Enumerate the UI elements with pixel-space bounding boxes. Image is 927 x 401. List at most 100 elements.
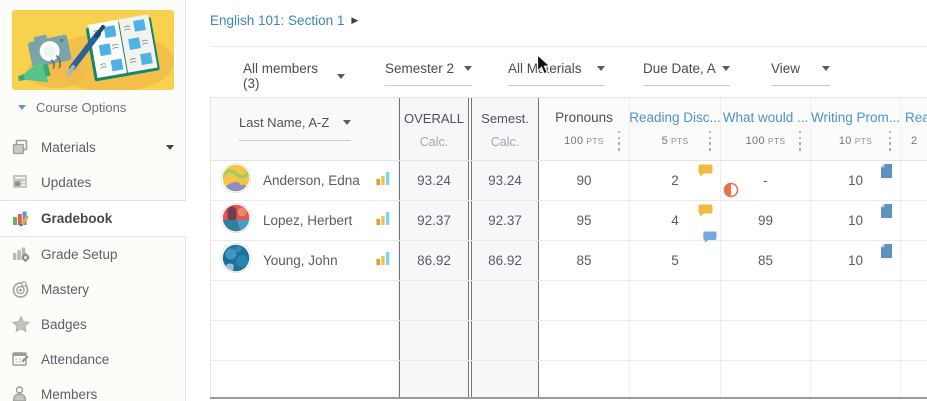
table-row-empty bbox=[211, 281, 927, 321]
comment-icon-blue[interactable] bbox=[703, 231, 717, 246]
sidebar-item-grade-setup[interactable]: Grade Setup bbox=[0, 237, 186, 272]
avatar bbox=[220, 162, 252, 198]
mastery-icon bbox=[12, 281, 31, 298]
assignment-title-link[interactable]: Writing Prom... bbox=[811, 110, 901, 125]
semester-grade-cell[interactable]: 93.24 bbox=[471, 161, 539, 200]
breadcrumb-course-link[interactable]: English 101: Section 1 bbox=[210, 13, 345, 28]
semester-grade-cell[interactable] bbox=[471, 281, 539, 320]
assignment-title-link[interactable]: What would ... bbox=[722, 110, 809, 125]
filter-grading-period[interactable]: Semester 2 bbox=[385, 61, 472, 86]
chevron-down-icon bbox=[464, 66, 472, 71]
grade-cell[interactable] bbox=[901, 281, 927, 320]
sidebar-item-attendance[interactable]: Attendance bbox=[0, 342, 186, 377]
grade-cell[interactable]: 85 bbox=[721, 241, 811, 280]
grade-cell[interactable] bbox=[901, 321, 927, 360]
gradebook-icon bbox=[12, 210, 31, 227]
filter-materials[interactable]: All Materials bbox=[508, 61, 605, 86]
student-stats-icon[interactable] bbox=[376, 171, 390, 190]
grade-cell[interactable]: - bbox=[721, 161, 811, 200]
chevron-down-icon bbox=[343, 120, 352, 125]
overall-grade-cell[interactable] bbox=[399, 281, 469, 320]
grade-cell[interactable] bbox=[721, 361, 811, 397]
grade-cell[interactable]: 10 bbox=[811, 241, 901, 280]
overall-grade-cell[interactable] bbox=[399, 361, 469, 397]
sidebar-item-materials[interactable]: Materials bbox=[0, 130, 186, 165]
overall-grade-cell[interactable]: 92.37 bbox=[399, 201, 469, 240]
document-icon[interactable] bbox=[881, 244, 892, 261]
semester-grade-cell[interactable] bbox=[471, 361, 539, 397]
grade-cell[interactable] bbox=[901, 201, 927, 240]
student-cell: Lopez, Herbert bbox=[211, 201, 399, 240]
overall-grade-cell[interactable] bbox=[399, 321, 469, 360]
column-menu-icon[interactable] bbox=[617, 129, 620, 153]
sidebar-item-label: Members bbox=[41, 387, 98, 401]
table-row-empty bbox=[211, 361, 927, 397]
table-bottom-border bbox=[210, 397, 927, 399]
semester-grade-cell[interactable]: 92.37 bbox=[471, 201, 539, 240]
column-menu-icon[interactable] bbox=[798, 129, 801, 153]
column-menu-icon[interactable] bbox=[888, 129, 891, 153]
grade-cell[interactable] bbox=[901, 361, 927, 397]
grade-cell[interactable] bbox=[630, 321, 721, 360]
main-content: English 101: Section 1 ▶ All members (3)… bbox=[186, 0, 927, 401]
student-stats-icon[interactable] bbox=[376, 251, 390, 270]
sidebar-item-mastery[interactable]: Mastery bbox=[0, 272, 186, 307]
grade-cell[interactable] bbox=[721, 281, 811, 320]
grade-cell[interactable]: 90 bbox=[539, 161, 630, 200]
sidebar-item-label: Gradebook bbox=[41, 211, 113, 226]
grade-cell[interactable]: 2 bbox=[630, 161, 721, 200]
semester-grade-cell[interactable] bbox=[471, 321, 539, 360]
grade-cell[interactable]: 95 bbox=[539, 201, 630, 240]
assignment-column-header: Writing Prom... 10 PTS bbox=[811, 98, 901, 160]
chevron-down-icon bbox=[597, 66, 605, 71]
sidebar-item-updates[interactable]: Updates bbox=[0, 165, 186, 200]
chevron-down-icon bbox=[18, 105, 26, 110]
assignment-title-link[interactable]: Reading Disc... bbox=[629, 110, 721, 125]
sidebar-item-members[interactable]: Members bbox=[0, 377, 186, 401]
sidebar-item-label: Badges bbox=[41, 317, 87, 332]
grade-cell[interactable]: 4 bbox=[630, 201, 721, 243]
filter-members-label: All members (3) bbox=[243, 61, 319, 91]
filter-view[interactable]: View bbox=[771, 61, 830, 86]
assignment-column-header: Read 2 bbox=[901, 98, 927, 160]
grade-cell[interactable] bbox=[901, 161, 927, 200]
in-progress-icon[interactable] bbox=[723, 182, 739, 201]
course-options-toggle[interactable]: Course Options bbox=[18, 100, 126, 115]
name-sort-dropdown[interactable]: Last Name, A-Z bbox=[239, 115, 352, 141]
grade-cell[interactable] bbox=[539, 361, 630, 397]
sidebar-item-label: Updates bbox=[41, 175, 92, 190]
column-menu-icon[interactable] bbox=[708, 129, 711, 153]
breadcrumb: English 101: Section 1 ▶ bbox=[210, 13, 358, 28]
grade-cell[interactable] bbox=[539, 321, 630, 360]
overall-grade-cell[interactable]: 86.92 bbox=[399, 241, 469, 280]
grade-cell[interactable] bbox=[539, 281, 630, 320]
student-stats-icon[interactable] bbox=[376, 211, 390, 230]
document-icon[interactable] bbox=[881, 204, 892, 221]
grade-cell[interactable] bbox=[630, 361, 721, 397]
document-icon[interactable] bbox=[881, 164, 892, 181]
grade-cell[interactable] bbox=[901, 241, 927, 280]
student-cell: Anderson, Edna bbox=[211, 161, 399, 200]
filter-sort[interactable]: Due Date, A bbox=[643, 61, 730, 86]
overall-column-header: OVERALL Calc. bbox=[399, 98, 469, 160]
student-cell: Young, John bbox=[211, 241, 399, 280]
grade-cell[interactable] bbox=[721, 321, 811, 360]
grade-cell[interactable] bbox=[811, 361, 901, 397]
semester-grade-cell[interactable]: 86.92 bbox=[471, 241, 539, 280]
grade-cell[interactable] bbox=[811, 321, 901, 360]
grade-cell[interactable]: 10 bbox=[811, 161, 901, 200]
filter-members[interactable]: All members (3) bbox=[243, 61, 345, 101]
sidebar-item-gradebook[interactable]: Gradebook bbox=[0, 200, 187, 237]
grade-cell[interactable] bbox=[811, 281, 901, 320]
grade-cell[interactable]: 5 bbox=[630, 241, 721, 280]
sidebar-item-label: Grade Setup bbox=[41, 247, 118, 262]
grade-cell[interactable] bbox=[630, 281, 721, 320]
comment-icon-yellow[interactable] bbox=[698, 204, 713, 220]
assignment-title-link[interactable]: Read bbox=[905, 110, 927, 125]
comment-icon-yellow[interactable] bbox=[698, 164, 713, 180]
grade-cell[interactable]: 10 bbox=[811, 201, 901, 240]
grade-cell[interactable]: 85 bbox=[539, 241, 630, 280]
grade-cell[interactable]: 99 bbox=[721, 201, 811, 240]
overall-grade-cell[interactable]: 93.24 bbox=[399, 161, 469, 200]
sidebar-item-badges[interactable]: Badges bbox=[0, 307, 186, 342]
